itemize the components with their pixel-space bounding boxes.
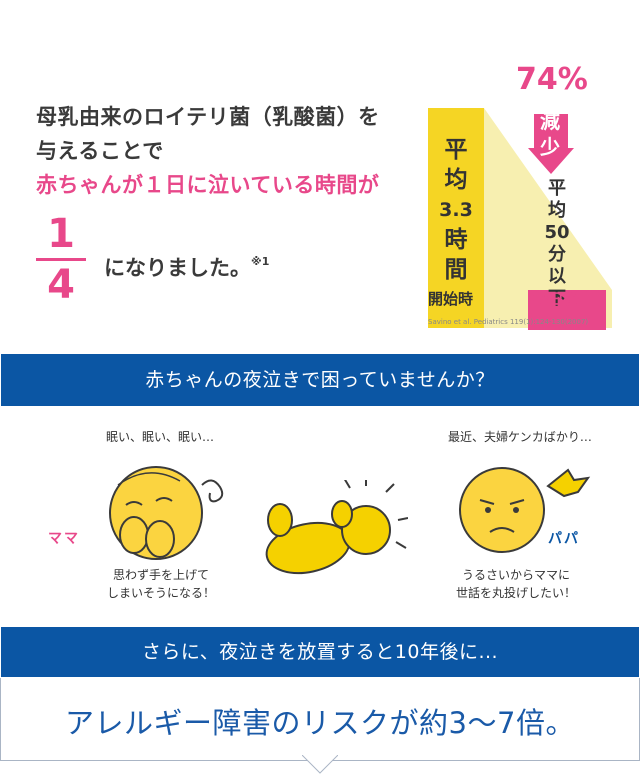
fraction: 1 4 (36, 212, 86, 307)
down-chevron-icon (302, 755, 338, 774)
crying-time-chart: 平 均 3.3 時 間 74% 減 少 平 均 50 分 以 下 開始時 28日… (404, 60, 640, 350)
night-crying-banner: 赤ちゃんの夜泣きで困っていませんか？ (1, 354, 639, 406)
ten-years-banner: さらに、夜泣きを放置すると10年後に... (1, 627, 639, 677)
mama-role-label: ママ (48, 531, 80, 547)
mama-illustration (109, 466, 224, 560)
intro-line-3: 赤ちゃんが１日に泣いている時間が (36, 173, 380, 197)
intro-line-1: 母乳由来のロイテリ菌（乳酸菌）を (36, 105, 380, 129)
papa-role-label: パパ (548, 531, 580, 547)
fraction-suffix: になりました。※1 (104, 252, 269, 282)
end-bar-label: 平 均 50 分 以 下 (544, 178, 570, 309)
reduction-percent: 74% (516, 62, 588, 97)
end-bar (528, 290, 606, 330)
start-bar-label: 平 均 3.3 時 間 (439, 137, 473, 283)
result-box (0, 678, 640, 761)
fraction-denominator: 4 (47, 262, 75, 308)
mama-caption: 思わず手を上げて しまいそうになる！ (106, 568, 215, 600)
reduction-label: 減 少 (540, 109, 560, 159)
fraction-numerator: 1 (47, 211, 75, 257)
decline-shape (484, 108, 612, 328)
intro-line-2: 与えることで (36, 139, 164, 163)
papa-thought: 最近、夫婦ケンカばかり… (448, 430, 592, 444)
down-arrow-icon (528, 114, 574, 174)
citation: Savino et al. Pediatrics 119(1):124-130(… (428, 318, 589, 326)
mama-thought: 眠い、眠い、眠い… (105, 430, 214, 444)
papa-illustration (459, 467, 591, 553)
fraction-suffix-text: になりました。 (104, 256, 251, 280)
allergy-risk-text: アレルギー障害のリスクが約3～7倍。 (65, 706, 575, 740)
end-axis-label: 28日後 (528, 290, 579, 308)
intro-text: 母乳由来のロイテリ菌（乳酸菌）を 与えることで 赤ちゃんが１日に泣いている時間が (36, 100, 406, 202)
start-bar (428, 108, 484, 328)
papa-caption: うるさいからママに 世話を丸投げしたい！ (455, 568, 576, 600)
crying-baby-illustration (265, 480, 408, 575)
start-axis-label: 開始時 (428, 290, 474, 308)
fraction-bar (36, 258, 86, 261)
footnote-mark: ※1 (251, 255, 270, 268)
